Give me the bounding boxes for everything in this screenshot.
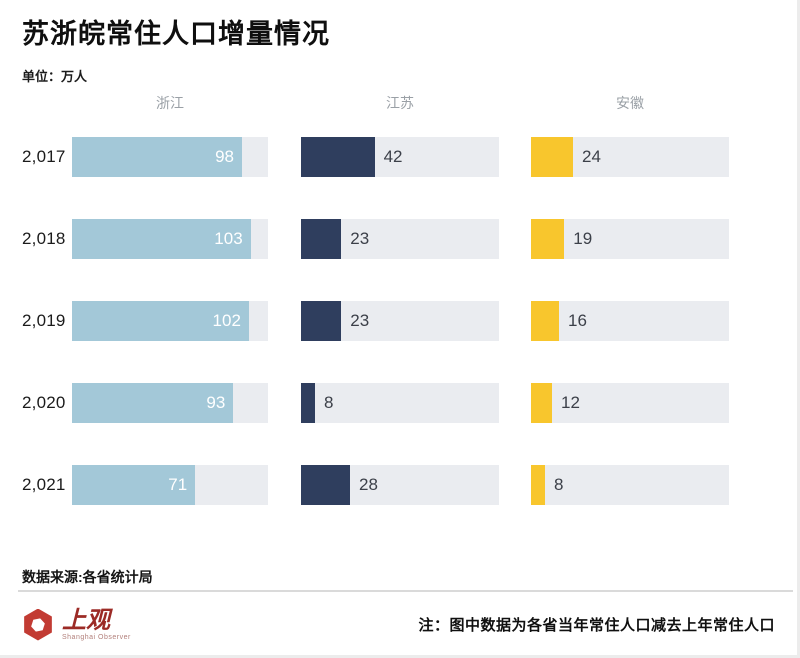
bar-fill-zhejiang <box>72 383 234 423</box>
bar-fill-anhui <box>531 383 553 423</box>
bar-value-label: 71 <box>168 475 188 494</box>
bar-value-label: 24 <box>582 147 601 166</box>
bar-track-anhui: 16 <box>531 301 729 341</box>
footer-divider <box>18 590 793 592</box>
bar-fill-anhui <box>531 465 546 505</box>
year-label: 2,017 <box>22 147 66 166</box>
bar-value-label: 42 <box>383 147 403 166</box>
logo-subtitle: Shanghai Observer <box>62 634 131 641</box>
bar-value-label: 98 <box>215 147 234 166</box>
bar-value-label: 8 <box>554 475 564 494</box>
unit-label: 单位：万人 <box>22 69 88 84</box>
bar-track-anhui: 19 <box>531 219 729 259</box>
bar-fill-zhejiang <box>72 219 251 259</box>
year-label: 2,020 <box>22 393 66 412</box>
bar-fill-jiangsu <box>301 137 375 177</box>
logo-hexagon-icon <box>22 608 54 641</box>
bar-fill-jiangsu <box>301 383 316 423</box>
bar-track-zhejiang: 98 <box>72 137 268 177</box>
bar-track-anhui: 12 <box>531 383 729 423</box>
bar-fill-jiangsu <box>301 301 342 341</box>
footer: 上观 Shanghai Observer 注：图中数据为各省当年常住人口减去上年… <box>22 608 775 641</box>
bar-value-label: 19 <box>573 229 593 248</box>
column-headers: 浙江 江苏 安徽 <box>22 93 775 111</box>
publisher-logo: 上观 Shanghai Observer <box>22 608 131 641</box>
year-label: 2,019 <box>22 311 66 330</box>
bar-track-zhejiang: 71 <box>72 465 268 505</box>
bar-track-jiangsu: 23 <box>301 219 499 259</box>
bar-value-label: 103 <box>214 229 243 248</box>
page-title: 苏浙皖常住人口增量情况 <box>22 19 330 49</box>
year-label: 2,021 <box>22 475 66 494</box>
header-spacer <box>22 93 72 109</box>
chart-row: 2,019 102 23 16 <box>22 301 775 341</box>
bar-fill-anhui <box>531 301 560 341</box>
bar-track-anhui: 24 <box>531 137 729 177</box>
bar-fill-jiangsu <box>301 465 351 505</box>
bar-track-anhui: 8 <box>531 465 729 505</box>
column-header-jiangsu: 江苏 <box>386 95 414 111</box>
column-header-anhui: 安徽 <box>616 95 644 111</box>
bar-fill-jiangsu <box>301 219 342 259</box>
bar-track-zhejiang: 103 <box>72 219 268 259</box>
bar-value-label: 16 <box>568 311 587 330</box>
bar-value-label: 102 <box>212 311 241 330</box>
chart-row: 2,021 71 28 8 <box>22 465 775 505</box>
bar-value-label: 28 <box>359 475 378 494</box>
bar-fill-anhui <box>531 219 565 259</box>
source-label: 数据来源:各省统计局 <box>22 569 153 585</box>
chart-row: 2,018 103 23 19 <box>22 219 775 259</box>
bar-fill-zhejiang <box>72 137 242 177</box>
column-header-zhejiang: 浙江 <box>156 95 184 111</box>
logo-text: 上观 Shanghai Observer <box>62 605 131 642</box>
bar-track-zhejiang: 102 <box>72 301 268 341</box>
footnote: 注：图中数据为各省当年常住人口减去上年常住人口 <box>418 617 775 634</box>
chart-row: 2,017 98 42 24 <box>22 137 775 177</box>
bar-track-jiangsu: 42 <box>301 137 499 177</box>
bar-value-label: 12 <box>561 393 580 412</box>
bar-track-zhejiang: 93 <box>72 383 268 423</box>
bar-value-label: 23 <box>350 229 370 248</box>
year-label: 2,018 <box>22 229 66 248</box>
chart-row: 2,020 93 8 12 <box>22 383 775 423</box>
bar-value-label: 23 <box>350 311 370 330</box>
bar-fill-zhejiang <box>72 301 249 341</box>
bar-value-label: 93 <box>206 393 226 412</box>
bar-value-label: 8 <box>324 393 334 412</box>
chart-rows: 2,017 98 42 24 2,018 103 23 19 2,019 102 23 16 2,020… <box>22 137 775 505</box>
bar-fill-zhejiang <box>72 465 196 505</box>
bar-track-jiangsu: 8 <box>301 383 499 423</box>
logo-name: 上观 <box>62 605 110 634</box>
bar-fill-anhui <box>531 137 574 177</box>
bar-track-jiangsu: 23 <box>301 301 499 341</box>
bar-track-jiangsu: 28 <box>301 465 499 505</box>
